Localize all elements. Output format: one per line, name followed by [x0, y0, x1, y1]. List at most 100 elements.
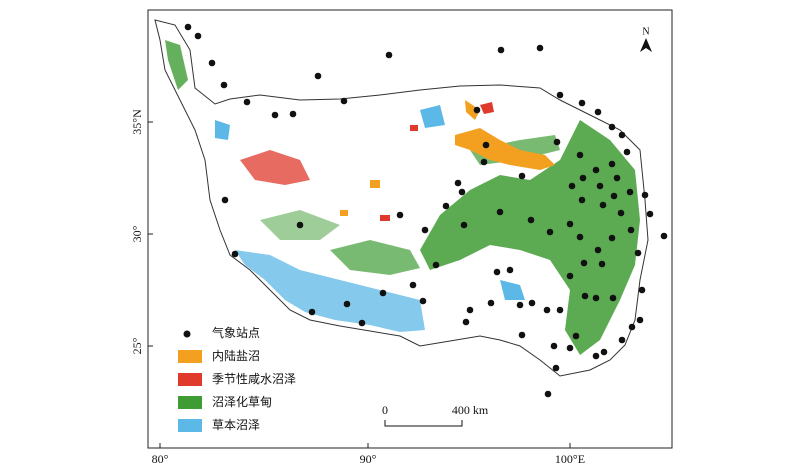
- station: [618, 131, 626, 139]
- herb-marsh: [500, 280, 525, 300]
- ticks: [148, 121, 571, 448]
- station: [482, 141, 490, 149]
- legend-swatch: [178, 419, 202, 432]
- station: [536, 44, 544, 52]
- north-label: N: [642, 26, 649, 37]
- station: [340, 97, 348, 105]
- x-axis-label: 80°: [152, 452, 169, 466]
- station: [596, 182, 604, 190]
- station: [460, 221, 468, 229]
- station: [527, 216, 535, 224]
- station: [579, 174, 587, 182]
- station: [296, 221, 304, 229]
- station: [473, 106, 481, 114]
- station: [442, 202, 450, 210]
- x-axis-label: 100°E: [555, 452, 585, 466]
- station: [599, 201, 607, 209]
- station: [556, 91, 564, 99]
- station: [462, 318, 470, 326]
- station: [550, 342, 558, 350]
- north-arrow: [640, 38, 652, 52]
- saline-marsh: [480, 102, 494, 114]
- station: [617, 209, 625, 217]
- station: [566, 344, 574, 352]
- legend-swatch: [178, 373, 202, 386]
- station: [409, 281, 417, 289]
- station: [598, 260, 606, 268]
- station: [608, 234, 616, 242]
- scale-label: 0: [382, 403, 388, 417]
- station: [528, 299, 536, 307]
- meadow-region: [330, 240, 420, 275]
- station: [271, 111, 279, 119]
- stations: [184, 23, 668, 398]
- saline-marsh: [380, 215, 390, 221]
- station: [518, 331, 526, 339]
- station: [613, 174, 621, 182]
- station: [208, 59, 216, 67]
- legend-label: 季节性咸水沼泽: [212, 372, 296, 386]
- station: [379, 289, 387, 297]
- station: [592, 166, 600, 174]
- station: [506, 266, 514, 274]
- station: [518, 172, 526, 180]
- station: [580, 259, 588, 267]
- station: [660, 232, 668, 240]
- y-axis-label: 35°N: [130, 109, 144, 135]
- station: [627, 226, 635, 234]
- station: [566, 220, 574, 228]
- herb-marsh: [235, 250, 425, 332]
- station: [610, 192, 618, 200]
- salt-marsh: [370, 180, 380, 188]
- station: [396, 211, 404, 219]
- map-frame: [147, 9, 673, 449]
- station: [594, 246, 602, 254]
- station: [458, 188, 466, 196]
- scale-bar: 0 400 km: [382, 403, 489, 427]
- salt-marsh: [465, 100, 480, 120]
- station: [618, 336, 626, 344]
- station: [592, 352, 600, 360]
- station: [626, 188, 634, 196]
- station: [184, 23, 192, 31]
- station: [576, 151, 584, 159]
- station: [546, 228, 554, 236]
- scale-label: 400 km: [452, 403, 489, 417]
- station: [572, 332, 580, 340]
- station: [243, 98, 251, 106]
- station: [487, 299, 495, 307]
- station: [552, 364, 560, 372]
- station: [636, 316, 644, 324]
- legend-swatch: [178, 350, 202, 363]
- salt-marsh: [455, 128, 555, 170]
- station: [231, 250, 239, 258]
- station: [568, 182, 576, 190]
- station: [578, 99, 586, 107]
- scale-line: [384, 420, 463, 427]
- station: [421, 226, 429, 234]
- saline-marsh: [410, 125, 418, 131]
- station: [358, 319, 366, 327]
- legend: 气象站点 内陆盐沼 季节性咸水沼泽 沼泽化草甸 草本沼泽: [178, 325, 296, 432]
- station: [628, 323, 636, 331]
- herb-marsh: [215, 120, 230, 140]
- station: [496, 208, 504, 216]
- y-axis-label: 25°: [130, 337, 144, 354]
- legend-swatch: [178, 396, 202, 409]
- x-axis-label: 90°: [360, 452, 377, 466]
- station: [608, 160, 616, 168]
- station: [543, 306, 551, 314]
- station: [454, 179, 462, 187]
- station: [419, 297, 427, 305]
- station: [638, 286, 646, 294]
- herb-marsh: [420, 105, 445, 128]
- station: [289, 110, 297, 118]
- legend-label: 草本沼泽: [212, 418, 260, 432]
- station: [609, 294, 617, 302]
- salt-marsh: [340, 210, 348, 216]
- station: [566, 272, 574, 280]
- station: [308, 308, 316, 316]
- station: [646, 210, 654, 218]
- meadow-region: [165, 40, 188, 90]
